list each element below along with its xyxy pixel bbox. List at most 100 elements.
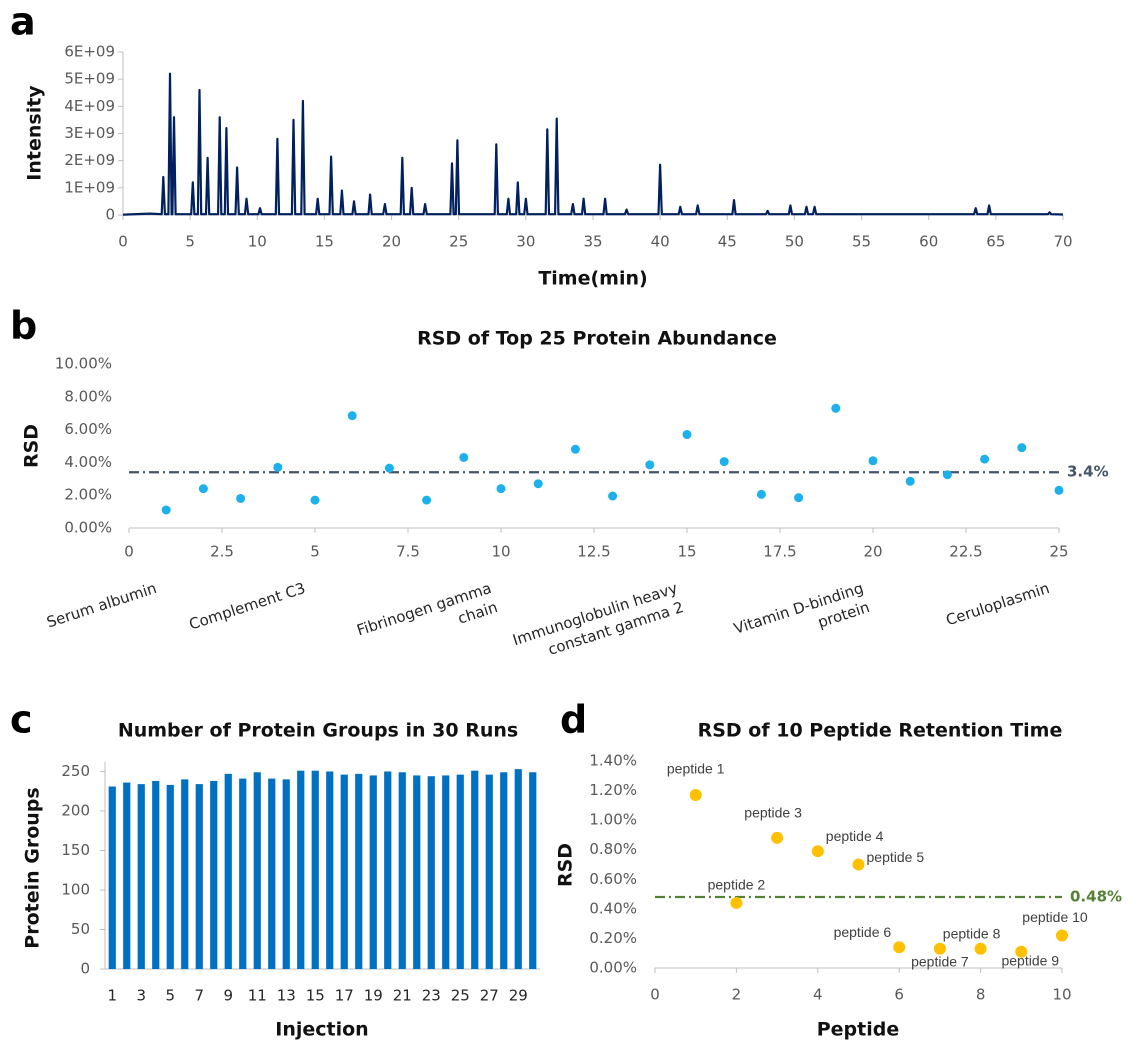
x-tick-label: 25 — [451, 987, 470, 1005]
y-tick-label: 6E+09 — [64, 43, 115, 61]
point — [1054, 485, 1064, 495]
y-tick-label: 0.40% — [589, 899, 637, 917]
y-tick-label: 0.00% — [589, 959, 637, 977]
bar — [123, 782, 131, 969]
point-label: peptide 8 — [943, 925, 1001, 941]
point — [794, 493, 804, 503]
bar — [340, 774, 348, 969]
point — [496, 484, 506, 494]
y-tick-label: 2E+09 — [64, 151, 115, 169]
category-annotation: Complement C3 — [187, 579, 308, 634]
x-tick-label: 15 — [306, 987, 325, 1005]
point-label: peptide 4 — [826, 828, 884, 844]
x-tick-label: 17.5 — [763, 543, 796, 561]
bar — [166, 784, 174, 969]
y-tick-label: 1.20% — [589, 781, 637, 799]
category-annotation: Ceruloplasmin — [944, 579, 1052, 629]
x-tick-label: 60 — [919, 233, 938, 251]
panel-letter: b — [10, 304, 37, 348]
bar — [529, 772, 537, 969]
x-tick-label: 13 — [277, 987, 296, 1005]
point — [811, 845, 824, 858]
point — [533, 479, 543, 489]
x-tick-label: 5 — [185, 233, 195, 251]
x-tick-label: 2 — [732, 986, 742, 1004]
point — [1017, 443, 1027, 453]
point — [868, 456, 878, 466]
x-tick-label: 65 — [986, 233, 1005, 251]
reference-label: 0.48% — [1070, 888, 1122, 906]
point — [459, 452, 469, 462]
point — [236, 493, 246, 503]
point — [347, 411, 357, 421]
bar — [195, 784, 203, 969]
y-tick-label: 0.80% — [589, 840, 637, 858]
x-tick-label: 35 — [583, 233, 602, 251]
y-tick-label: 4.00% — [64, 453, 112, 471]
x-tick-label: 12.5 — [577, 543, 610, 561]
x-tick-label: 11 — [248, 987, 267, 1005]
point — [1056, 929, 1068, 942]
x-tick-label: 10 — [1052, 986, 1071, 1004]
point-label: peptide 1 — [667, 761, 725, 777]
y-tick-label: 100 — [61, 880, 90, 898]
point-label: peptide 9 — [1001, 952, 1059, 968]
chart-title: RSD of 10 Peptide Retention Time — [698, 720, 1063, 742]
point-label: peptide 2 — [708, 877, 766, 893]
chart-title: RSD of Top 25 Protein Abundance — [417, 328, 777, 350]
y-tick-label: 5E+09 — [64, 70, 115, 88]
point-label: peptide 10 — [1022, 909, 1088, 925]
x-tick-label: 22.5 — [949, 543, 982, 561]
x-tick-label: 50 — [785, 233, 804, 251]
y-tick-label: 2.00% — [64, 486, 112, 504]
y-tick-label: 150 — [61, 841, 90, 859]
x-tick-label: 2.5 — [210, 543, 234, 561]
bar — [297, 770, 305, 969]
y-tick-label: 50 — [71, 920, 90, 938]
x-tick-label: 45 — [718, 233, 737, 251]
y-tick-label: 10.00% — [55, 355, 112, 373]
x-tick-label: 10 — [491, 543, 510, 561]
bar — [181, 779, 189, 969]
point — [198, 484, 208, 494]
x-tick-label: 15 — [677, 543, 696, 561]
x-tick-label: 7.5 — [396, 543, 420, 561]
x-tick-label: 27 — [480, 987, 499, 1005]
reference-label: 3.4% — [1067, 463, 1109, 481]
y-tick-label: 1.00% — [589, 811, 637, 829]
y-tick-label: 3E+09 — [64, 124, 115, 142]
x-tick-label: 4 — [813, 986, 823, 1004]
x-tick-label: 23 — [422, 987, 441, 1005]
bar — [442, 775, 450, 969]
x-axis-title: Peptide — [817, 1019, 900, 1041]
point — [682, 430, 692, 440]
bar — [514, 769, 522, 969]
bar — [253, 772, 261, 969]
bar — [282, 779, 290, 969]
point — [689, 789, 702, 802]
bar — [398, 772, 406, 969]
x-tick-label: 55 — [852, 233, 871, 251]
y-tick-label: 0 — [105, 206, 115, 224]
x-tick-label: 8 — [976, 986, 986, 1004]
y-tick-label: 250 — [61, 762, 90, 780]
bar — [413, 775, 421, 969]
x-tick-label: 3 — [136, 987, 146, 1005]
point — [756, 489, 766, 499]
y-tick-label: 6.00% — [64, 420, 112, 438]
point — [974, 942, 987, 955]
bar — [311, 770, 319, 969]
point — [852, 858, 865, 871]
x-tick-label: 10 — [248, 233, 267, 251]
point — [645, 460, 655, 470]
x-tick-label: 30 — [516, 233, 535, 251]
point — [831, 403, 841, 413]
x-tick-label: 0 — [118, 233, 128, 251]
y-tick-label: 0.20% — [589, 929, 637, 947]
x-tick-label: 25 — [449, 233, 468, 251]
x-tick-label: 0 — [124, 543, 134, 561]
point — [905, 476, 915, 486]
point — [933, 942, 946, 955]
